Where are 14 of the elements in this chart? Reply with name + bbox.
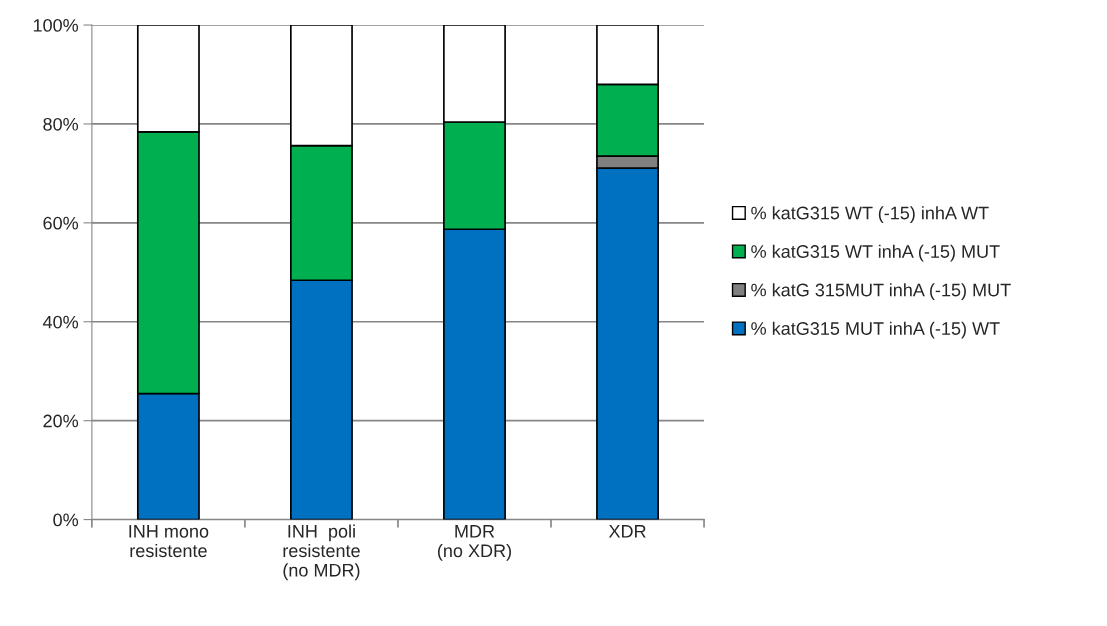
legend-label: % katG315 MUT inhA (-15) WT	[751, 321, 1000, 339]
x-tick-label: XDR	[608, 525, 646, 538]
x-tick-label: INH poli resistente (no MDR)	[283, 524, 360, 581]
x-tick-label: MDR (no XDR)	[437, 525, 511, 561]
x-tick-label: INH mono resistente	[129, 525, 209, 558]
y-tick-label: 20%	[43, 414, 79, 428]
legend-label: % katG315 WT (-15) inhA WT	[751, 206, 989, 223]
y-tick-label: 80%	[43, 117, 79, 131]
y-tick-label: 60%	[43, 216, 79, 230]
y-tick-label: 0%	[53, 513, 79, 527]
y-tick-label: 100%	[33, 18, 79, 32]
legend-label: % katG 315MUT inhA (-15) MUT	[751, 283, 1011, 300]
y-tick-label: 40%	[42, 315, 79, 329]
legend-label: % katG315 WT inhA (-15) MUT	[751, 244, 1000, 262]
